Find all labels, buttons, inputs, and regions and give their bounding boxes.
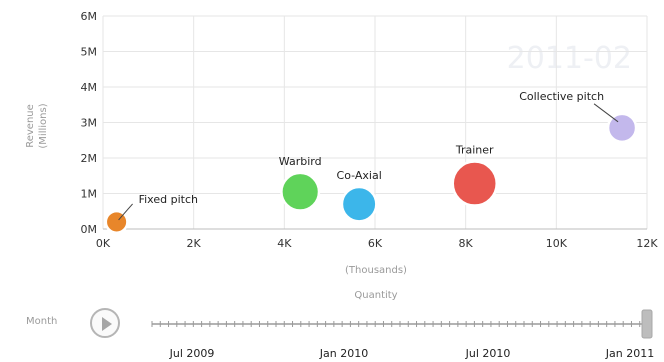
y-tick-label: 0M: [81, 223, 98, 236]
x-tick-label: 8K: [459, 237, 474, 250]
bubble-label: Warbird: [279, 155, 322, 168]
y-tick-label: 6M: [81, 10, 98, 23]
x-tick-label: 0K: [96, 237, 111, 250]
label-leader: [118, 203, 133, 221]
bubble-label: Collective pitch: [519, 90, 604, 103]
play-axis-dates: Jul 2009 Jan 2010 Jul 2010 Jan 2011: [169, 347, 655, 360]
bubble[interactable]: [104, 209, 129, 234]
bubble[interactable]: [606, 112, 638, 144]
slider-date-label: Jan 2010: [319, 347, 368, 360]
y-tick-label: 4M: [81, 81, 98, 94]
play-axis-watermark: 2011-02: [507, 41, 632, 76]
y-axis-unit: (Millions): [38, 103, 49, 148]
play-axis-slider[interactable]: [151, 309, 653, 339]
slider-date-label: Jan 2011: [605, 347, 654, 360]
x-tick-label: 10K: [546, 237, 568, 250]
y-axis-ticks: 0M 1M 2M 3M 4M 5M 6M: [81, 10, 98, 236]
play-axis-label: Month: [26, 316, 58, 327]
x-tick-label: 4K: [277, 237, 292, 250]
slider-date-label: Jul 2009: [169, 347, 215, 360]
bubble-label: Fixed pitch: [139, 193, 198, 206]
x-axis-title: Quantity: [354, 290, 397, 301]
y-tick-label: 2M: [81, 152, 98, 165]
bubble[interactable]: [451, 160, 498, 207]
bubbles: Fixed pitch Warbird Co-Axial Trainer Collect…: [104, 90, 638, 234]
bubble-label: Trainer: [455, 144, 494, 157]
x-axis-ticks: 0K 2K 4K 6K 8K 10K 12K: [96, 237, 658, 250]
bubble[interactable]: [340, 185, 378, 223]
play-button[interactable]: [90, 308, 120, 338]
x-tick-label: 12K: [636, 237, 658, 250]
bubble-label: Co-Axial: [337, 169, 382, 182]
x-axis-unit: (Thousands): [345, 265, 407, 276]
label-leader: [593, 103, 619, 123]
slider-handle[interactable]: [641, 309, 653, 339]
y-tick-label: 5M: [81, 46, 98, 59]
slider-date-label: Jul 2010: [465, 347, 511, 360]
bubble[interactable]: [280, 171, 321, 212]
grid-lines: [102, 15, 648, 230]
x-tick-label: 2K: [187, 237, 202, 250]
y-tick-label: 3M: [81, 117, 98, 130]
y-axis-title: Revenue: [25, 104, 36, 148]
play-icon: [102, 317, 112, 331]
y-tick-label: 1M: [81, 188, 98, 201]
x-tick-label: 6K: [368, 237, 383, 250]
